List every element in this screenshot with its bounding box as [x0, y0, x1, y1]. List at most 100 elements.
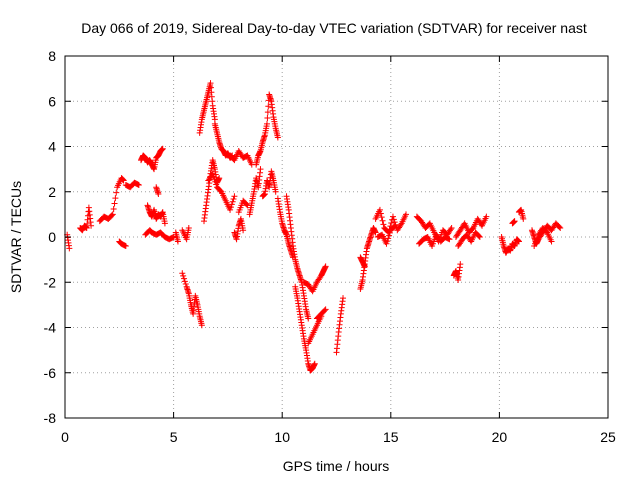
data-point [155, 191, 162, 198]
y-tick-label: -6 [44, 365, 57, 381]
data-point [457, 261, 464, 268]
data-point [305, 315, 312, 322]
data-point [377, 210, 384, 217]
data-point [174, 238, 181, 245]
x-tick-label: 10 [274, 429, 290, 445]
data-point [483, 213, 490, 220]
data-point [272, 188, 279, 195]
data-point [110, 205, 117, 212]
data-point [257, 166, 264, 173]
data-point [376, 206, 383, 213]
x-axis-label: GPS time / hours [283, 458, 390, 474]
data-point [135, 181, 142, 188]
data-point [66, 245, 73, 252]
data-point [227, 206, 234, 213]
data-point [372, 229, 379, 236]
data-point [216, 175, 223, 182]
data-point [386, 232, 393, 239]
data-point [476, 234, 483, 240]
y-tick-label: -8 [44, 410, 57, 426]
data-point [391, 223, 398, 230]
data-point [321, 307, 328, 314]
data-point [515, 238, 522, 245]
data-point [380, 221, 387, 228]
data-point [231, 193, 238, 200]
data-point [274, 134, 281, 141]
y-tick-label: 2 [48, 184, 56, 200]
data-point [180, 272, 187, 279]
y-tick-label: -2 [44, 274, 57, 290]
y-tick-label: 8 [48, 48, 56, 64]
chart-title: Day 066 of 2019, Sidereal Day-to-day VTE… [81, 20, 587, 36]
data-point [113, 189, 120, 196]
y-axis-tick-labels: -8 -6 -4 -2 0 2 4 6 8 [44, 48, 57, 426]
x-tick-label: 20 [492, 429, 508, 445]
data-point [228, 201, 235, 208]
data-point [179, 270, 186, 277]
data-points [64, 80, 564, 374]
y-tick-label: -4 [44, 320, 57, 336]
data-point [264, 114, 271, 121]
data-point [264, 109, 271, 116]
data-point [212, 178, 219, 185]
data-point [161, 220, 168, 227]
data-point [181, 275, 188, 282]
data-point [548, 238, 555, 245]
data-point [111, 200, 118, 207]
data-point [448, 224, 455, 231]
data-point [120, 177, 127, 184]
data-point [182, 281, 189, 288]
data-point [209, 170, 216, 177]
x-tick-label: 25 [600, 429, 616, 445]
x-tick-label: 15 [383, 429, 399, 445]
y-tick-label: 0 [48, 229, 56, 245]
x-tick-label: 0 [61, 429, 69, 445]
data-point [403, 211, 410, 218]
data-point [520, 215, 527, 222]
data-point [122, 243, 129, 250]
data-point [198, 322, 205, 329]
data-point [397, 221, 404, 228]
data-point [340, 295, 347, 302]
data-point [211, 176, 218, 183]
data-point [159, 145, 166, 152]
y-tick-label: 4 [48, 139, 56, 155]
data-point [109, 211, 116, 218]
data-point [361, 263, 368, 270]
data-point [511, 218, 518, 225]
data-point [265, 103, 272, 110]
data-point [556, 224, 563, 231]
x-axis-tick-labels: 0 5 10 15 20 25 [61, 429, 616, 445]
data-point [384, 238, 391, 245]
data-point [378, 214, 385, 221]
grid-layer [65, 56, 608, 418]
data-point [112, 195, 119, 202]
data-point [322, 263, 329, 270]
data-point [240, 227, 247, 234]
data-point [386, 229, 393, 236]
data-point [383, 240, 390, 247]
data-point [88, 222, 95, 229]
axis-ticks [64, 55, 609, 419]
data-point [230, 195, 237, 202]
data-point [210, 173, 217, 180]
data-point [385, 235, 392, 242]
data-point [311, 360, 318, 367]
data-point [446, 236, 453, 243]
y-tick-label: 6 [48, 93, 56, 109]
data-point [213, 181, 220, 188]
data-point [475, 233, 482, 240]
data-point [447, 226, 454, 233]
data-point [263, 120, 270, 127]
x-tick-label: 5 [170, 429, 178, 445]
data-point [390, 216, 397, 223]
y-axis-label: SDTVAR / TECUs [8, 181, 24, 293]
data-point [227, 204, 234, 211]
data-point [108, 212, 115, 219]
data-point [229, 198, 236, 205]
data-point [181, 278, 188, 285]
data-point [322, 306, 329, 313]
data-point [557, 224, 564, 231]
